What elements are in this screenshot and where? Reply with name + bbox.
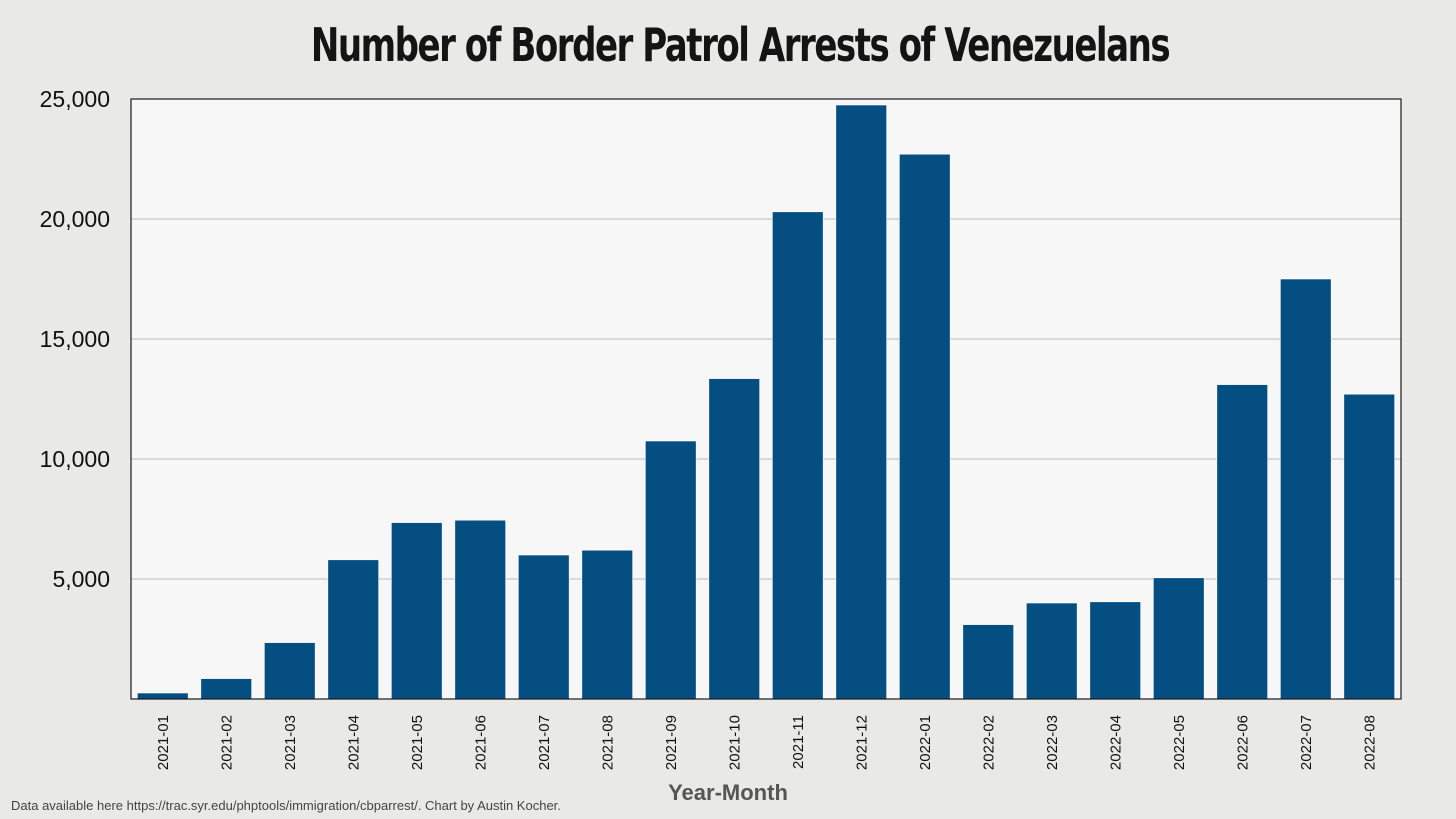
x-axis-title: Year-Month [668, 780, 788, 805]
bar [899, 153, 951, 700]
x-tick-label: 2021-08 [599, 715, 616, 770]
y-tick-label: 5,000 [52, 566, 110, 592]
x-tick-label: 2022-07 [1298, 715, 1315, 770]
bar [708, 378, 760, 700]
plot-area [131, 99, 1401, 699]
bar [1280, 278, 1332, 700]
x-tick-label: 2021-04 [345, 715, 362, 770]
bar [645, 440, 697, 700]
footnote: Data available here https://trac.syr.edu… [11, 798, 561, 813]
y-tick-label: 25,000 [40, 86, 110, 112]
x-tick-label: 2021-05 [409, 715, 426, 770]
x-tick-label: 2022-06 [1234, 715, 1251, 770]
bar [962, 624, 1014, 700]
x-tick-label: 2021-06 [472, 715, 489, 770]
x-tick-label: 2021-10 [726, 715, 743, 770]
y-tick-label: 15,000 [40, 326, 110, 352]
bar [391, 522, 443, 700]
x-tick-label: 2021-07 [536, 715, 553, 770]
x-tick-label: 2022-03 [1044, 715, 1061, 770]
x-tick-label: 2022-05 [1171, 715, 1188, 770]
bar [581, 549, 633, 700]
bar [1026, 602, 1078, 700]
y-tick-label: 20,000 [40, 206, 110, 232]
chart-title: Number of Border Patrol Arrests of Venez… [310, 18, 1171, 72]
y-tick-label: 10,000 [40, 446, 110, 472]
bar [264, 642, 316, 700]
bar [454, 519, 506, 700]
bar [1153, 577, 1205, 700]
bar [518, 554, 570, 700]
bar [1216, 384, 1268, 700]
bar [835, 104, 887, 700]
bar [772, 211, 824, 700]
bar [327, 559, 379, 700]
x-tick-label: 2022-01 [917, 715, 934, 770]
plot-frame [130, 98, 1402, 700]
bar [1343, 393, 1395, 700]
x-tick-label: 2021-12 [853, 715, 870, 770]
bar [137, 692, 189, 700]
x-tick-label: 2022-04 [1107, 715, 1124, 770]
x-tick-label: 2022-08 [1361, 715, 1378, 770]
x-tick-label: 2021-09 [663, 715, 680, 770]
x-tick-label: 2021-01 [155, 715, 172, 770]
x-tick-label: 2021-11 [790, 715, 807, 769]
x-tick-label: 2021-02 [218, 715, 235, 770]
x-tick-label: 2022-02 [980, 715, 997, 770]
bar [1089, 601, 1141, 700]
bar [200, 678, 252, 700]
x-tick-label: 2021-03 [282, 715, 299, 770]
